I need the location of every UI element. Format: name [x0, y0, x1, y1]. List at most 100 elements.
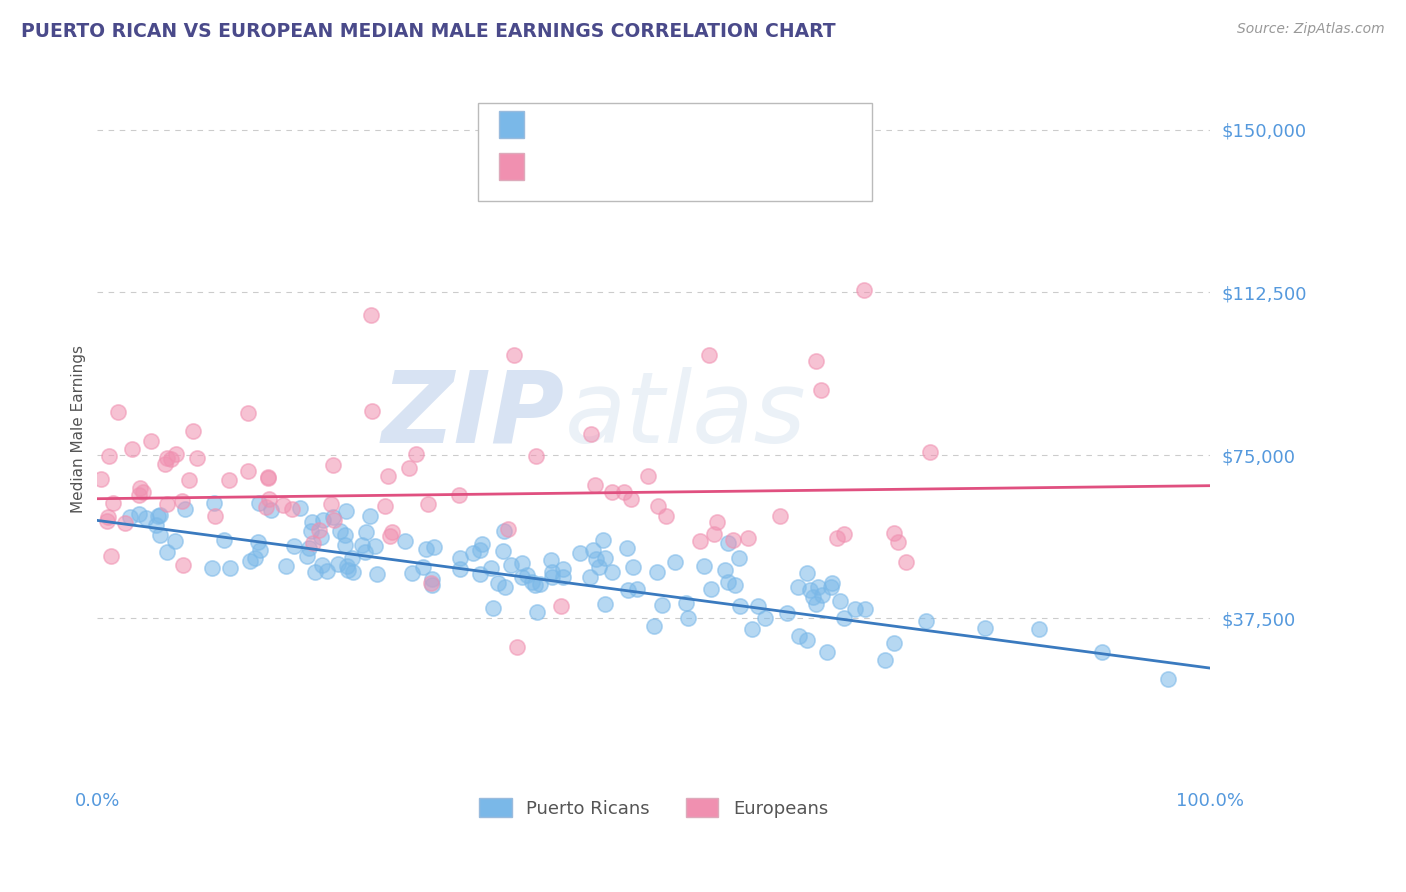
Point — [302, 536, 325, 550]
Point — [832, 610, 855, 624]
Point — [492, 544, 515, 558]
Point — [90, 472, 112, 486]
Point — [128, 488, 150, 502]
Point — [600, 484, 623, 499]
Point — [165, 533, 187, 548]
Point — [172, 494, 194, 508]
Point — [333, 527, 356, 541]
Point — [637, 469, 659, 483]
Point — [423, 541, 446, 555]
Point — [201, 561, 224, 575]
Point — [741, 622, 763, 636]
Point — [664, 555, 686, 569]
Point — [394, 534, 416, 549]
Point — [526, 449, 548, 463]
Point — [482, 601, 505, 615]
Y-axis label: Median Male Earnings: Median Male Earnings — [72, 345, 86, 513]
Point — [301, 515, 323, 529]
Point — [114, 516, 136, 530]
Point — [506, 640, 529, 654]
Point — [238, 406, 260, 420]
Point — [101, 496, 124, 510]
Point — [692, 559, 714, 574]
Point — [311, 558, 333, 573]
Point — [706, 515, 728, 529]
Point — [568, 546, 591, 560]
Point — [239, 554, 262, 568]
Point — [129, 481, 152, 495]
Point — [645, 565, 668, 579]
Point — [496, 522, 519, 536]
Point — [299, 524, 322, 538]
Point — [717, 536, 740, 550]
Point — [160, 451, 183, 466]
Point — [600, 565, 623, 579]
Point — [787, 580, 810, 594]
Point — [340, 551, 363, 566]
Point — [582, 542, 605, 557]
Text: N =: N = — [682, 162, 716, 180]
Point — [366, 567, 388, 582]
Point — [322, 458, 344, 473]
Point — [218, 561, 240, 575]
Point — [335, 538, 357, 552]
Point — [807, 580, 830, 594]
Point — [214, 533, 236, 547]
Point — [588, 560, 610, 574]
Point — [377, 469, 399, 483]
Point — [273, 498, 295, 512]
Point — [412, 559, 434, 574]
Point — [360, 404, 382, 418]
Point — [825, 531, 848, 545]
Point — [415, 542, 437, 557]
Point — [308, 523, 330, 537]
Point — [247, 496, 270, 510]
Point — [541, 570, 564, 584]
Point — [416, 497, 439, 511]
Point — [329, 524, 352, 539]
Point — [374, 499, 396, 513]
Point — [179, 473, 201, 487]
Point — [359, 508, 381, 523]
Point — [463, 546, 485, 560]
Point — [647, 499, 669, 513]
Text: N =: N = — [682, 120, 716, 138]
Point — [789, 629, 811, 643]
Text: ZIP: ZIP — [381, 367, 565, 464]
Point — [139, 434, 162, 449]
Point — [592, 533, 614, 547]
Point — [319, 497, 342, 511]
Point — [643, 619, 665, 633]
Point — [378, 529, 401, 543]
Point — [156, 545, 179, 559]
Point — [132, 485, 155, 500]
Point — [204, 509, 226, 524]
Point — [883, 636, 905, 650]
Point — [145, 518, 167, 533]
Point — [422, 578, 444, 592]
Point — [336, 564, 359, 578]
Point — [801, 590, 824, 604]
Point — [283, 539, 305, 553]
Point — [723, 578, 745, 592]
Point — [100, 549, 122, 564]
Text: R =: R = — [534, 120, 568, 138]
Point — [510, 556, 533, 570]
Point — [616, 541, 638, 555]
Text: 134: 134 — [728, 120, 766, 138]
Point — [510, 570, 533, 584]
Point — [398, 461, 420, 475]
Point — [97, 449, 120, 463]
Point — [97, 509, 120, 524]
Point — [494, 580, 516, 594]
Point — [551, 562, 574, 576]
Point — [323, 513, 346, 527]
Point — [218, 474, 240, 488]
Point — [316, 564, 339, 578]
Point — [288, 500, 311, 515]
Point — [172, 558, 194, 572]
Point — [156, 450, 179, 465]
Point — [613, 485, 636, 500]
Point — [471, 537, 494, 551]
Text: R =: R = — [534, 162, 568, 180]
